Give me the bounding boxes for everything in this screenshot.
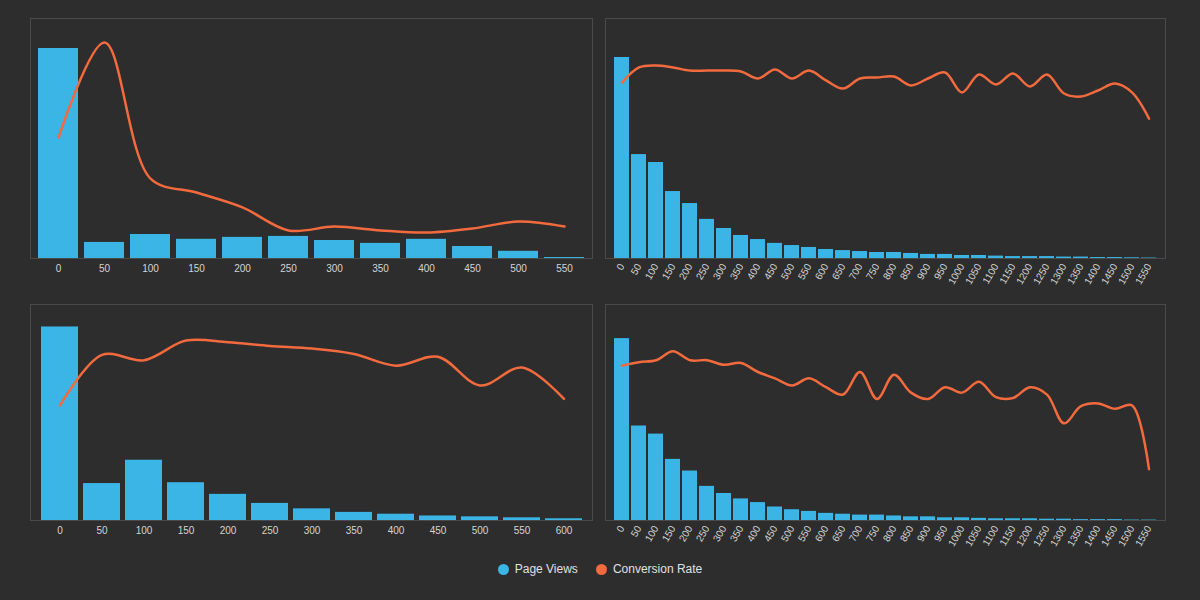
svg-text:0: 0 [57, 525, 63, 536]
svg-text:450: 450 [464, 263, 481, 274]
svg-text:1100: 1100 [980, 523, 1000, 548]
svg-text:400: 400 [745, 523, 763, 543]
svg-text:550: 550 [556, 263, 573, 274]
svg-text:1500: 1500 [1116, 523, 1137, 548]
svg-text:500: 500 [472, 525, 489, 536]
svg-text:550: 550 [514, 525, 531, 536]
svg-text:1500: 1500 [1116, 261, 1137, 286]
svg-text:200: 200 [234, 263, 251, 274]
svg-text:150: 150 [660, 261, 678, 281]
svg-text:250: 250 [280, 263, 297, 274]
html-text:Page Views: Page Views [514, 562, 578, 576]
svg-text:0: 0 [56, 263, 62, 274]
svg-text:1350: 1350 [1065, 523, 1086, 548]
svg-text:1250: 1250 [1031, 261, 1052, 286]
svg-text:300: 300 [304, 525, 321, 536]
svg-text:600: 600 [813, 523, 831, 543]
svg-text:50: 50 [99, 263, 111, 274]
svg-text:100: 100 [643, 523, 661, 543]
svg-text:550: 550 [796, 261, 814, 281]
svg-text:200: 200 [220, 525, 237, 536]
svg-text:1250: 1250 [1031, 523, 1052, 548]
svg-text:1150: 1150 [997, 261, 1018, 286]
svg-text:750: 750 [864, 261, 882, 281]
svg-text:1450: 1450 [1099, 523, 1120, 548]
svg-text:650: 650 [830, 261, 848, 281]
svg-text:700: 700 [847, 261, 865, 281]
svg-text:1550: 1550 [1133, 523, 1154, 548]
svg-text:1050: 1050 [963, 523, 984, 548]
svg-text:700: 700 [847, 523, 865, 543]
svg-text:400: 400 [388, 525, 405, 536]
svg-text:0: 0 [614, 261, 627, 272]
svg-text:150: 150 [178, 525, 195, 536]
html-text:Conversion Rate: Conversion Rate [612, 562, 703, 576]
svg-text:100: 100 [136, 525, 153, 536]
svg-text:300: 300 [711, 261, 729, 281]
svg-text:0: 0 [614, 523, 627, 534]
svg-text:150: 150 [188, 263, 205, 274]
svg-text:800: 800 [881, 261, 899, 281]
svg-text:500: 500 [779, 261, 797, 281]
svg-text:350: 350 [372, 263, 389, 274]
svg-text:500: 500 [510, 263, 527, 274]
svg-text:1550: 1550 [1133, 261, 1154, 286]
svg-text:250: 250 [694, 523, 712, 543]
svg-text:650: 650 [830, 523, 848, 543]
svg-text:500: 500 [779, 523, 797, 543]
svg-text:100: 100 [142, 263, 159, 274]
svg-text:100: 100 [643, 261, 661, 281]
svg-text:350: 350 [728, 261, 746, 281]
svg-text:400: 400 [418, 263, 435, 274]
svg-text:300: 300 [326, 263, 343, 274]
svg-text:1300: 1300 [1048, 261, 1069, 286]
svg-text:50: 50 [628, 261, 643, 277]
svg-text:1350: 1350 [1065, 261, 1086, 286]
svg-text:200: 200 [677, 261, 695, 281]
svg-text:50: 50 [96, 525, 108, 536]
svg-text:550: 550 [796, 523, 814, 543]
svg-text:200: 200 [677, 523, 695, 543]
svg-text:1200: 1200 [1014, 523, 1035, 548]
svg-text:1400: 1400 [1082, 523, 1103, 548]
svg-text:350: 350 [346, 525, 363, 536]
svg-text:850: 850 [898, 523, 916, 543]
svg-text:1400: 1400 [1082, 261, 1103, 286]
svg-text:1000: 1000 [946, 261, 967, 286]
svg-text:1100: 1100 [980, 261, 1000, 286]
svg-text:900: 900 [915, 261, 933, 281]
svg-text:1000: 1000 [946, 523, 967, 548]
svg-text:1200: 1200 [1014, 261, 1035, 286]
svg-text:750: 750 [864, 523, 882, 543]
svg-text:150: 150 [660, 523, 678, 543]
svg-text:350: 350 [728, 523, 746, 543]
svg-text:1150: 1150 [997, 523, 1018, 548]
svg-text:450: 450 [430, 525, 447, 536]
svg-text:850: 850 [898, 261, 916, 281]
svg-text:1300: 1300 [1048, 523, 1069, 548]
svg-text:1050: 1050 [963, 261, 984, 286]
svg-text:800: 800 [881, 523, 899, 543]
svg-text:950: 950 [931, 261, 950, 282]
svg-text:600: 600 [813, 261, 831, 281]
svg-text:250: 250 [694, 261, 712, 281]
svg-text:300: 300 [711, 523, 729, 543]
svg-text:400: 400 [745, 261, 763, 281]
svg-text:450: 450 [762, 523, 780, 543]
svg-text:250: 250 [262, 525, 279, 536]
svg-text:950: 950 [931, 523, 950, 544]
svg-text:1450: 1450 [1099, 261, 1120, 286]
svg-text:900: 900 [915, 523, 933, 543]
svg-text:50: 50 [628, 523, 643, 539]
svg-text:600: 600 [556, 525, 573, 536]
svg-text:450: 450 [762, 261, 780, 281]
